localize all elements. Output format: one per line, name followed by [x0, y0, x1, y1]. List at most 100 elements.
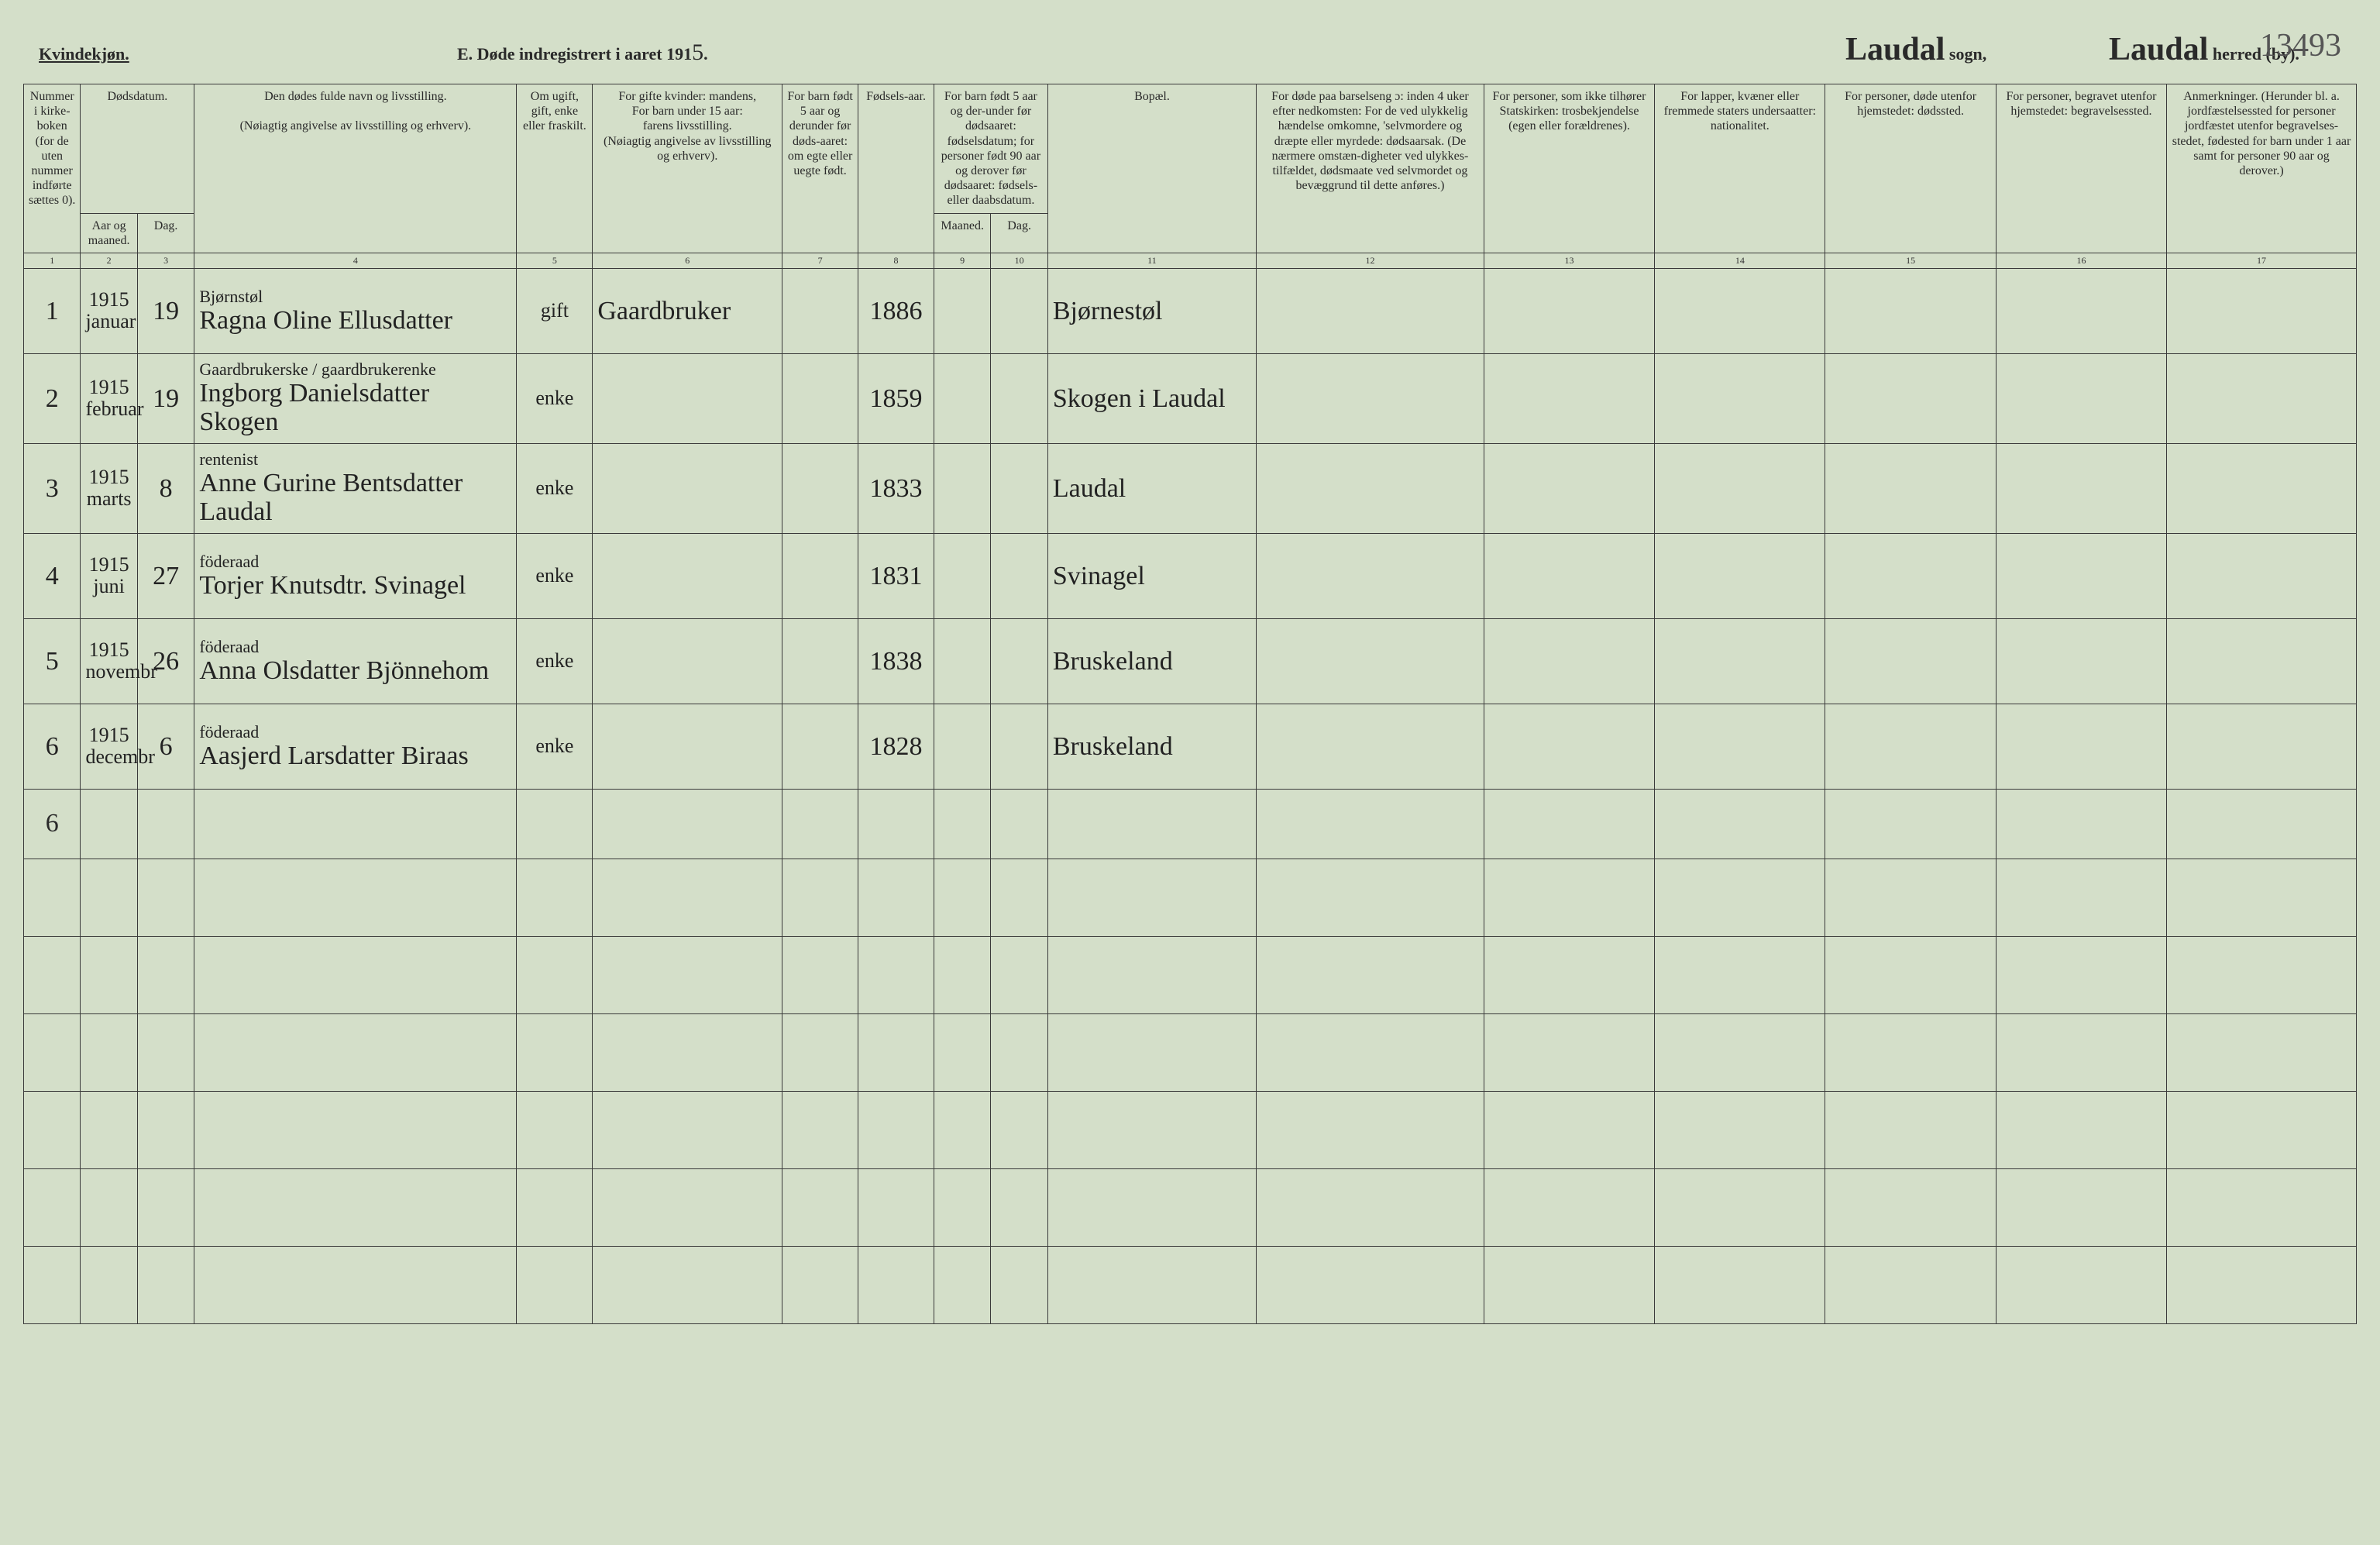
col-sub-month: Maaned. — [934, 213, 990, 253]
cell-birthyear: 1886 — [858, 268, 934, 353]
cell-birthday — [991, 533, 1047, 618]
cell-birthmonth — [934, 704, 990, 789]
empty-row — [24, 859, 2357, 936]
cell-empty — [1825, 1246, 1996, 1323]
cell-empty — [1484, 1246, 1654, 1323]
cell-empty — [858, 1246, 934, 1323]
gender-label: Kvindekjøn. — [39, 44, 194, 64]
empty-row — [24, 1246, 2357, 1323]
title-bar: Kvindekjøn. E. Døde indregistrert i aare… — [23, 23, 2357, 84]
cell-empty — [1655, 789, 1825, 859]
cell-empty — [1047, 1013, 1256, 1091]
cell-empty — [782, 1091, 858, 1168]
cell-empty — [81, 859, 137, 936]
cell-yearmonth: 1915 novembr — [81, 618, 137, 704]
cell-empty — [934, 936, 990, 1013]
cell-empty — [991, 1013, 1047, 1091]
cell-empty — [1825, 936, 1996, 1013]
col-occ-2: For barn under 15 aar: — [632, 105, 743, 118]
cell-birthday — [991, 704, 1047, 789]
cell-status: enke — [517, 443, 593, 533]
cell-empty — [782, 789, 858, 859]
cell-num: 2 — [24, 353, 81, 443]
cell-birthmonth — [934, 268, 990, 353]
cell-birthyear: 1831 — [858, 533, 934, 618]
cell-remarks — [2167, 268, 2357, 353]
cell-empty — [2167, 1168, 2357, 1246]
cell-empty — [2167, 1013, 2357, 1091]
cell-empty — [24, 1168, 81, 1246]
form-title: E. Døde indregistrert i aaret 1915. — [225, 40, 1814, 66]
cell-empty — [1257, 859, 1484, 936]
cell-empty — [934, 789, 990, 859]
empty-row — [24, 1013, 2357, 1091]
colnum: 15 — [1825, 253, 1996, 268]
cell-empty — [194, 936, 517, 1013]
empty-row — [24, 1091, 2357, 1168]
cell-empty — [1996, 1168, 2166, 1246]
cell-empty — [1655, 1013, 1825, 1091]
cell-empty — [934, 1168, 990, 1246]
cell-empty — [137, 936, 194, 1013]
cell-num: 4 — [24, 533, 81, 618]
year-handwritten: 5 — [692, 40, 703, 65]
cell-nationality — [1655, 353, 1825, 443]
col-header-legitimate: For barn født 5 aar og derunder før døds… — [782, 84, 858, 253]
parish-name: Laudal — [1845, 32, 1945, 67]
cell-empty — [2167, 936, 2357, 1013]
table-row: 31915 marts8rentenistAnne Gurine Bentsda… — [24, 443, 2357, 533]
cell-name: Gaardbrukerske / gaardbrukerenkeIngborg … — [194, 353, 517, 443]
cell-empty — [137, 859, 194, 936]
register-page: 13493 Kvindekjøn. E. Døde indregistrert … — [23, 23, 2357, 1522]
title-prefix: E. Døde indregistrert i aaret 191 — [457, 44, 692, 64]
cell-empty — [1655, 1168, 1825, 1246]
cell-empty — [858, 789, 934, 859]
cell-empty — [194, 1013, 517, 1091]
cell-empty — [934, 1246, 990, 1323]
name-occupation: Bjørnstøl — [199, 287, 511, 306]
cell-occupation — [593, 704, 782, 789]
cell-empty — [1996, 1246, 2166, 1323]
cell-legitimate — [782, 353, 858, 443]
colnum: 6 — [593, 253, 782, 268]
cell-nationality — [1655, 618, 1825, 704]
cell-empty — [991, 936, 1047, 1013]
cell-empty — [858, 1091, 934, 1168]
cell-yearmonth: 1915 marts — [81, 443, 137, 533]
district-name: Laudal — [2109, 32, 2208, 67]
cell-empty — [1257, 789, 1484, 859]
col-header-deathplace: For personer, døde utenfor hjemstedet: d… — [1825, 84, 1996, 253]
cell-empty — [1257, 1013, 1484, 1091]
colnum: 5 — [517, 253, 593, 268]
name-main: Torjer Knutsdtr. Svinagel — [199, 571, 466, 600]
cell-legitimate — [782, 704, 858, 789]
colnum: 7 — [782, 253, 858, 268]
colnum: 12 — [1257, 253, 1484, 268]
cell-empty — [1996, 859, 2166, 936]
cell-empty — [1257, 1246, 1484, 1323]
cell-empty — [194, 859, 517, 936]
cell-remarks — [2167, 704, 2357, 789]
col-sub-yearmonth: Aar og maaned. — [81, 213, 137, 253]
colnum: 16 — [1996, 253, 2166, 268]
cell-residence: Bruskeland — [1047, 704, 1256, 789]
table-row: 41915 juni27föderaadTorjer Knutsdtr. Svi… — [24, 533, 2357, 618]
cell-cause — [1257, 268, 1484, 353]
cell-residence: Skogen i Laudal — [1047, 353, 1256, 443]
cell-burial — [1996, 443, 2166, 533]
col-header-birthdate: For barn født 5 aar og der-under før død… — [934, 84, 1047, 214]
name-occupation: föderaad — [199, 638, 511, 656]
cell-empty — [593, 1246, 782, 1323]
cell-empty — [1047, 1246, 1256, 1323]
cell-empty — [1825, 1013, 1996, 1091]
cell-burial — [1996, 618, 2166, 704]
cell-cause — [1257, 704, 1484, 789]
cell-empty — [2167, 859, 2357, 936]
cell-empty — [991, 1246, 1047, 1323]
cell-religion — [1484, 268, 1654, 353]
cell-religion — [1484, 353, 1654, 443]
cell-empty — [517, 1168, 593, 1246]
colnum: 3 — [137, 253, 194, 268]
colnum: 13 — [1484, 253, 1654, 268]
cell-empty — [517, 1246, 593, 1323]
